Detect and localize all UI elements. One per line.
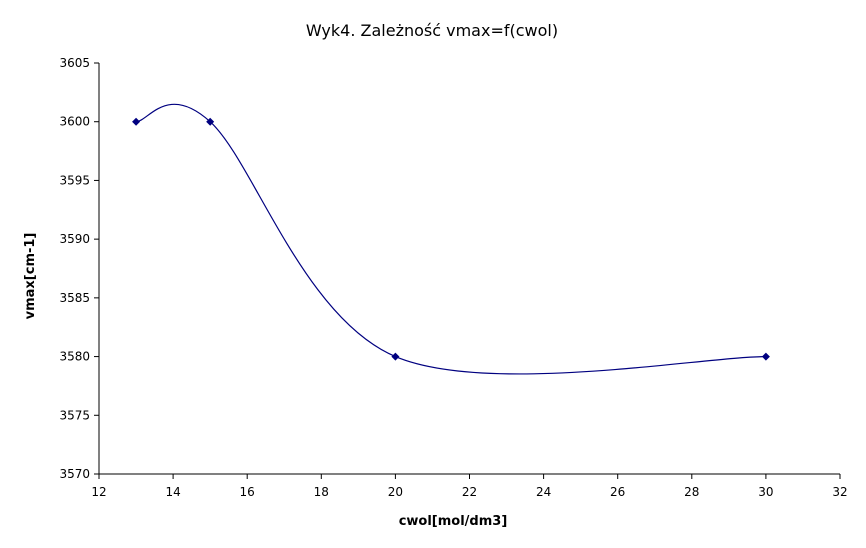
x-tick-label: 20 (388, 485, 403, 499)
chart-title: Wyk4. Zależność vmax=f(cwol) (306, 21, 558, 40)
x-tick-label: 12 (91, 485, 106, 499)
y-tick-label: 3575 (59, 408, 90, 422)
x-tick-label: 24 (536, 485, 551, 499)
y-tick-label: 3595 (59, 173, 90, 187)
data-point (391, 352, 400, 361)
x-tick-label: 28 (684, 485, 699, 499)
x-tick-label: 22 (462, 485, 477, 499)
x-axis-label: cwol[mol/dm3] (399, 514, 508, 529)
data-point (206, 117, 215, 126)
x-ticks: 12 14 16 18 20 22 24 26 28 30 32 (91, 474, 848, 499)
y-tick-label: 3600 (59, 115, 90, 129)
x-tick-label: 32 (832, 485, 847, 499)
y-tick-label: 3585 (59, 291, 90, 305)
y-tick-label: 3605 (59, 56, 90, 70)
data-point (761, 352, 770, 361)
x-tick-label: 16 (240, 485, 255, 499)
y-tick-label: 3590 (59, 232, 90, 246)
data-points (132, 117, 770, 361)
x-tick-label: 26 (610, 485, 625, 499)
series-curve (135, 103, 766, 375)
x-tick-label: 30 (758, 485, 773, 499)
y-ticks: 3570 3575 3580 3585 3590 3595 3600 3605 (59, 56, 99, 481)
y-tick-label: 3580 (59, 350, 90, 364)
data-point (132, 117, 141, 126)
x-tick-label: 18 (314, 485, 329, 499)
y-axis-label: vmax[cm-1] (23, 233, 38, 320)
y-tick-label: 3570 (59, 467, 90, 481)
x-tick-label: 14 (165, 485, 180, 499)
